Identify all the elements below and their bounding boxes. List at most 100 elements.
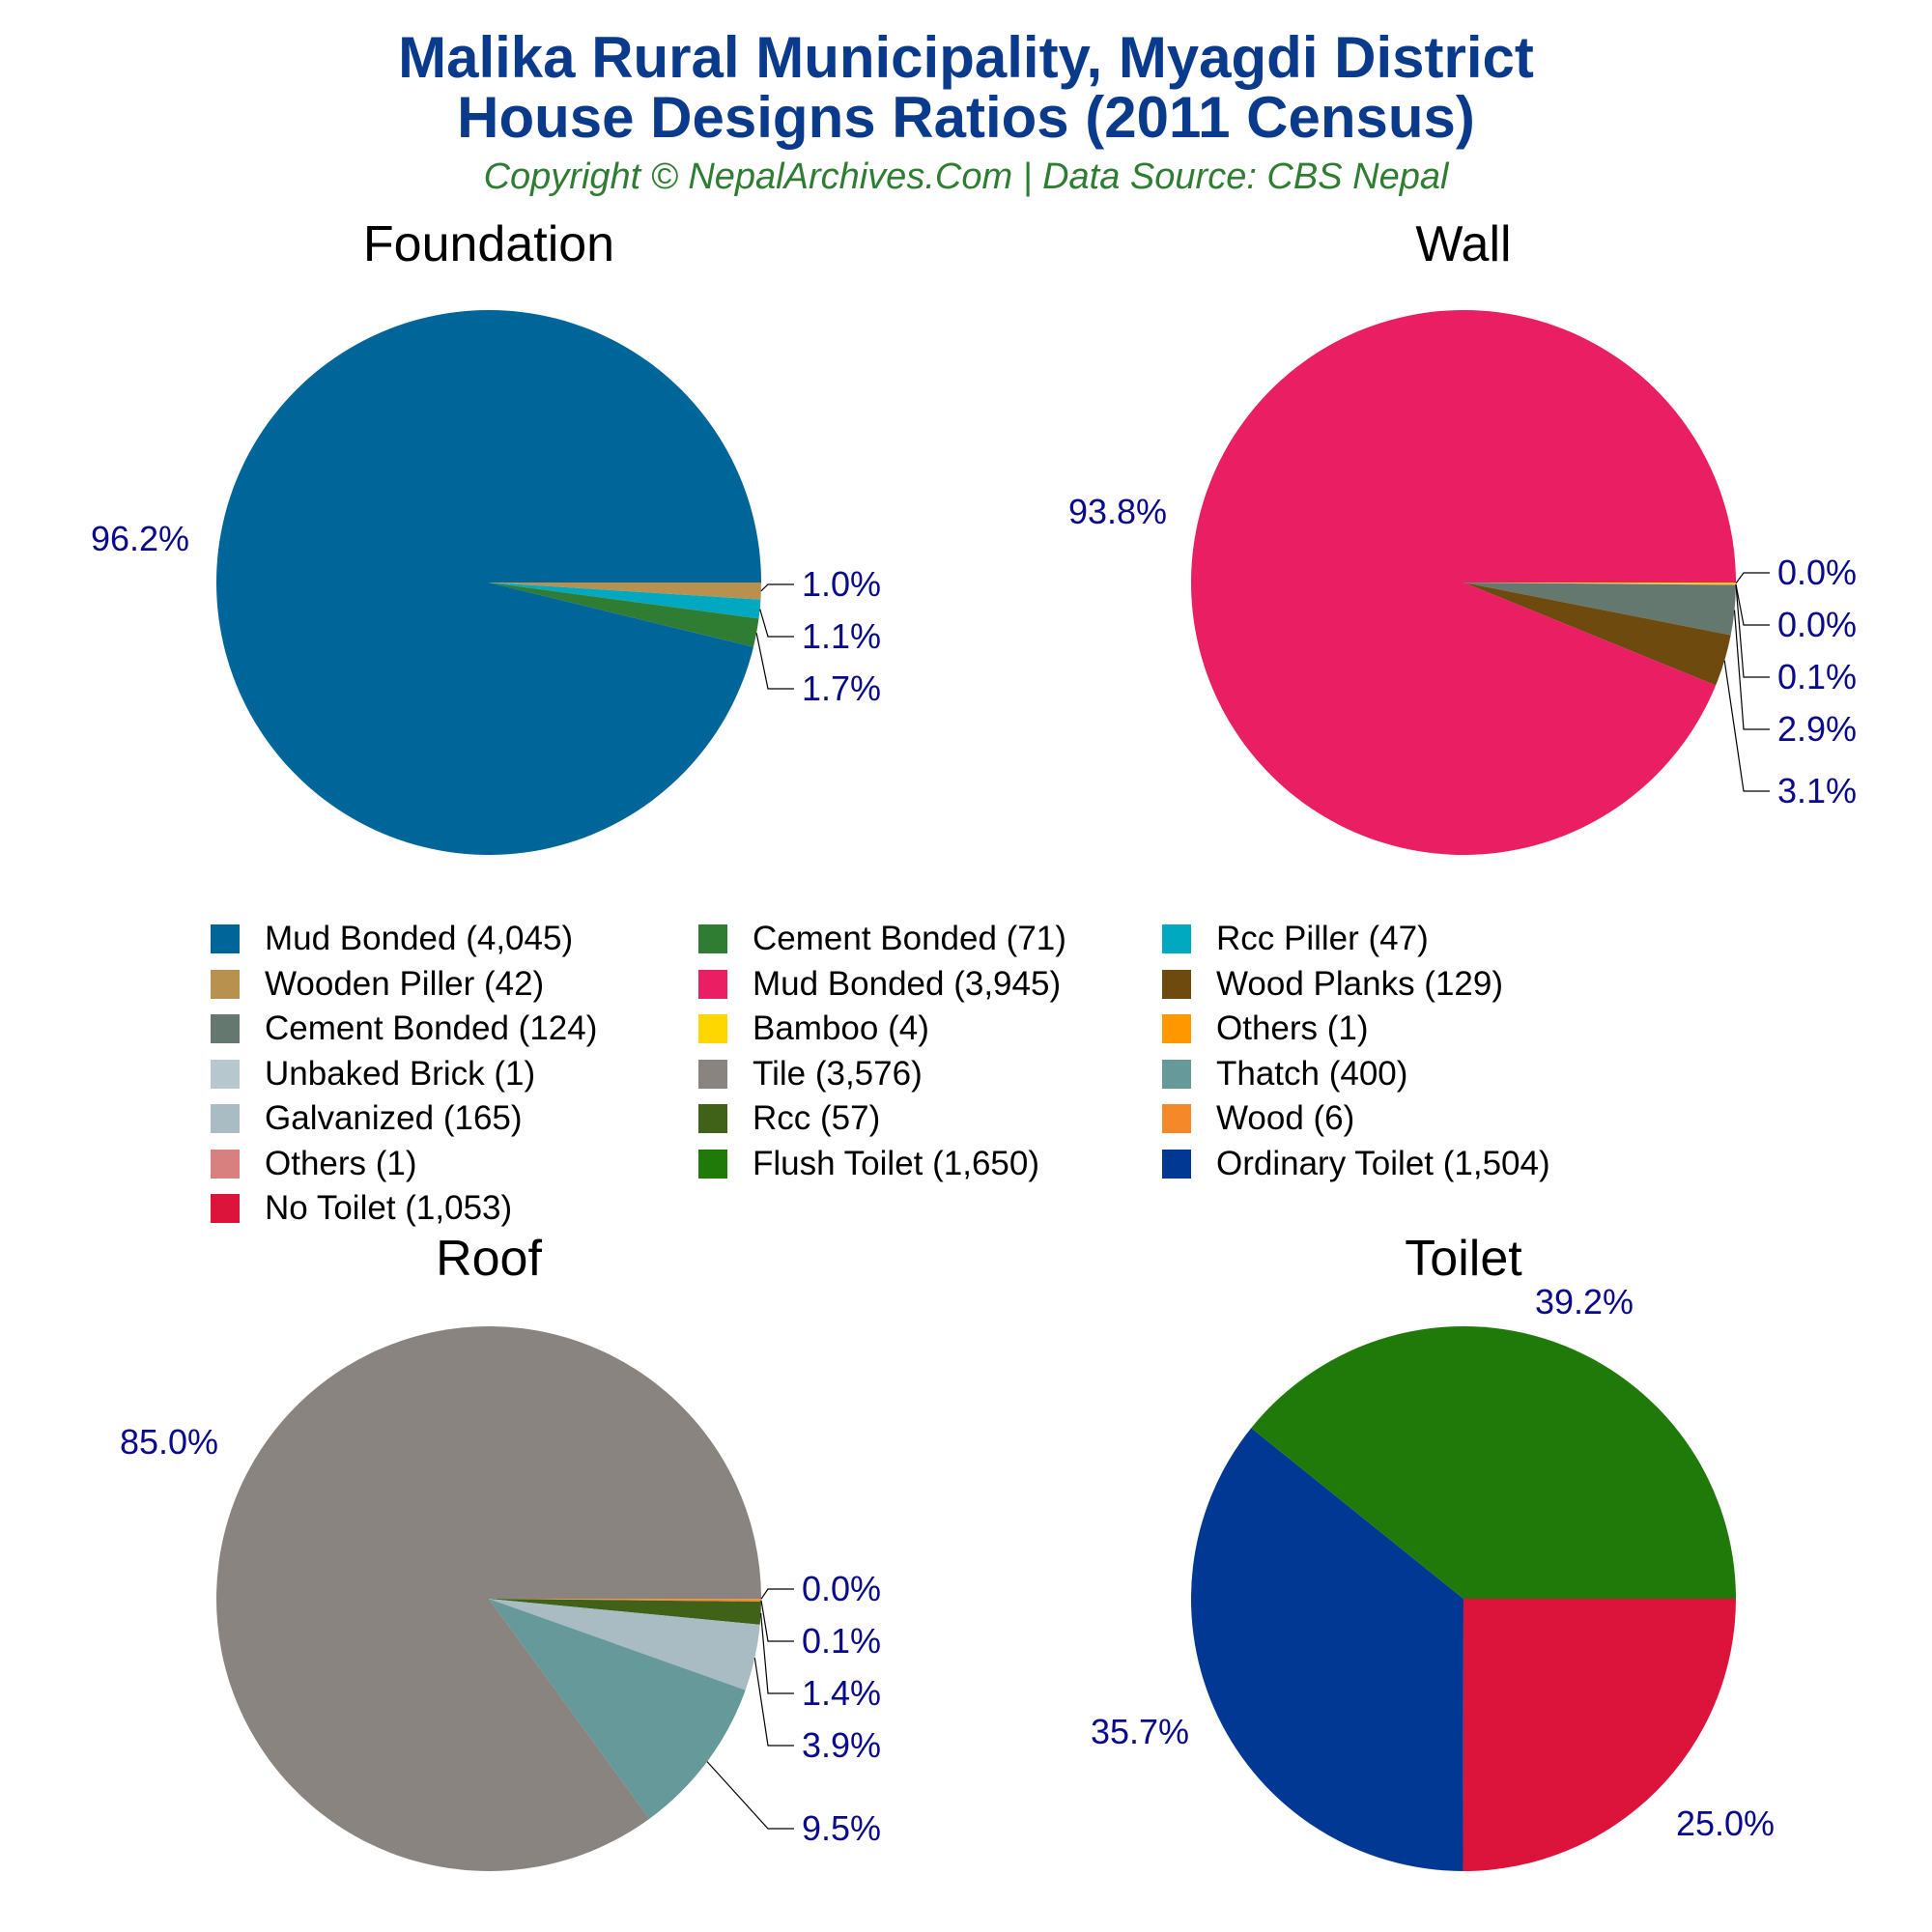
pie-slice-mud-bonded <box>215 310 762 856</box>
callout-line <box>1735 584 1770 678</box>
legend-label: Tile (3,576) <box>753 1054 923 1093</box>
legend-item: Mud Bonded (4,045) <box>211 918 573 960</box>
legend-item: Flush Toilet (1,650) <box>698 1143 1039 1185</box>
pie-title: Wall <box>1415 216 1511 272</box>
legend-swatch <box>211 1104 240 1133</box>
pie-toilet: Toilet 25.0% 35.7% 39.2% <box>1091 1231 1775 1872</box>
legend-swatch <box>211 969 240 999</box>
slice-label: 96.2% <box>91 519 189 558</box>
callout-line <box>759 609 794 638</box>
slice-label: 3.1% <box>1777 771 1857 810</box>
chart-subtitle: Copyright © NepalArchives.Com | Data Sou… <box>483 156 1449 197</box>
chart-title-line2: House Designs Ratios (2011 Census) <box>457 85 1475 150</box>
legend-swatch <box>1162 1104 1191 1133</box>
legend-item: Bamboo (4) <box>698 1008 929 1050</box>
pie-slice-no-toilet <box>1463 1599 1736 1872</box>
pie-foundation: Foundation 96.2% 1.0% 1.1% 1.7% <box>91 216 881 856</box>
slice-label: 25.0% <box>1676 1804 1775 1843</box>
legend-item: Rcc Piller (47) <box>1162 918 1429 960</box>
legend-label: Unbaked Brick (1) <box>265 1054 536 1093</box>
slice-label: 2.9% <box>1777 709 1857 749</box>
slice-label: 0.0% <box>802 1569 881 1608</box>
callout-line <box>760 1588 794 1600</box>
legend-swatch <box>211 1149 240 1179</box>
legend-item: Others (1) <box>1162 1008 1369 1050</box>
pie-slice-bamboo <box>1463 582 1736 584</box>
legend-swatch <box>1162 924 1191 953</box>
pie-slice-wood-planks <box>1463 582 1731 686</box>
legend-swatch <box>1162 1149 1191 1179</box>
pie-slice-ordinary-toilet <box>1191 1428 1463 1871</box>
legend-swatch <box>211 1014 240 1043</box>
callout-line <box>760 583 794 592</box>
slice-label: 93.8% <box>1068 492 1167 531</box>
pie-title: Roof <box>436 1231 542 1287</box>
legend-label: Ordinary Toilet (1,504) <box>1216 1144 1550 1182</box>
legend-label: Thatch (400) <box>1216 1054 1408 1093</box>
legend-swatch <box>211 1059 240 1089</box>
callout-line <box>760 1600 794 1642</box>
pie-slice-rcc <box>489 1599 761 1625</box>
slice-label: 1.7% <box>802 668 881 708</box>
slice-label: 0.0% <box>1777 605 1857 644</box>
legend-label: Mud Bonded (4,045) <box>265 920 574 957</box>
legend-item: Wooden Piller (42) <box>211 963 544 1006</box>
legend-item: Ordinary Toilet (1,504) <box>1162 1143 1550 1185</box>
legend-item: Others (1) <box>211 1143 417 1185</box>
legend-swatch <box>211 924 240 953</box>
slice-label: 35.7% <box>1091 1712 1189 1751</box>
legend-swatch <box>211 1194 240 1223</box>
legend-label: Flush Toilet (1,650) <box>753 1144 1040 1182</box>
legend-label: Bamboo (4) <box>753 1009 929 1047</box>
legend-item: Cement Bonded (124) <box>211 1008 597 1050</box>
pie-slice-mud-bonded <box>1191 309 1736 855</box>
callout-line <box>706 1761 794 1830</box>
callout-line <box>755 633 794 690</box>
legend-item: Mud Bonded (3,945) <box>698 963 1061 1006</box>
callout-line <box>1733 610 1770 730</box>
slice-label: 1.0% <box>802 564 881 604</box>
callout-line <box>1723 660 1770 792</box>
legend-label: Wood (6) <box>1216 1099 1355 1137</box>
legend-label: No Toilet (1,053) <box>265 1189 513 1227</box>
chart-title-line1: Malika Rural Municipality, Myagdi Distri… <box>398 25 1534 90</box>
legend-label: Galvanized (165) <box>265 1099 523 1137</box>
pie-slice-galvanized <box>489 1599 760 1690</box>
legend-item: Galvanized (165) <box>211 1097 523 1140</box>
pie-title: Foundation <box>363 216 614 272</box>
legend-item: Tile (3,576) <box>698 1053 923 1095</box>
pie-title: Toilet <box>1405 1231 1522 1287</box>
slice-label: 85.0% <box>120 1422 218 1462</box>
legend-label: Cement Bonded (71) <box>753 920 1066 957</box>
legend-swatch <box>1162 969 1191 999</box>
legend-item: Cement Bonded (71) <box>698 918 1066 960</box>
slice-label: 0.1% <box>802 1621 881 1661</box>
legend-swatch <box>698 1149 727 1179</box>
legend-swatch <box>698 1104 727 1133</box>
legend-label: Wooden Piller (42) <box>265 964 545 1003</box>
legend-item: No Toilet (1,053) <box>211 1187 512 1230</box>
callout-line <box>1735 583 1770 626</box>
legend-swatch <box>698 1014 727 1043</box>
legend-item: Thatch (400) <box>1162 1053 1407 1095</box>
slice-label: 0.0% <box>1777 553 1857 592</box>
legend-item: Wood (6) <box>1162 1097 1354 1140</box>
legend-item: Unbaked Brick (1) <box>211 1053 535 1095</box>
legend-label: Cement Bonded (124) <box>265 1009 598 1047</box>
legend-item: Wood Planks (129) <box>1162 963 1503 1006</box>
slice-label: 3.9% <box>802 1725 881 1765</box>
pie-roof: Roof 85.0% 0.0% 0.1% 1.4% 3.9% 9.5% <box>120 1231 881 1872</box>
legend-label: Rcc Piller (47) <box>1216 920 1429 957</box>
pie-slice-flush-toilet <box>1251 1326 1737 1599</box>
pie-slice-thatch <box>489 1599 746 1819</box>
legend-label: Others (1) <box>1216 1009 1369 1047</box>
pie-slice-cement-bonded <box>1463 582 1736 636</box>
legend-label: Others (1) <box>265 1144 417 1182</box>
legend-label: Mud Bonded (3,945) <box>753 964 1062 1003</box>
slice-label: 1.1% <box>802 616 881 656</box>
pie-slice-tile <box>215 1326 761 1872</box>
slice-label: 1.4% <box>802 1673 881 1713</box>
pie-slice-rcc-piller <box>489 582 761 619</box>
legend-label: Rcc (57) <box>753 1099 881 1137</box>
